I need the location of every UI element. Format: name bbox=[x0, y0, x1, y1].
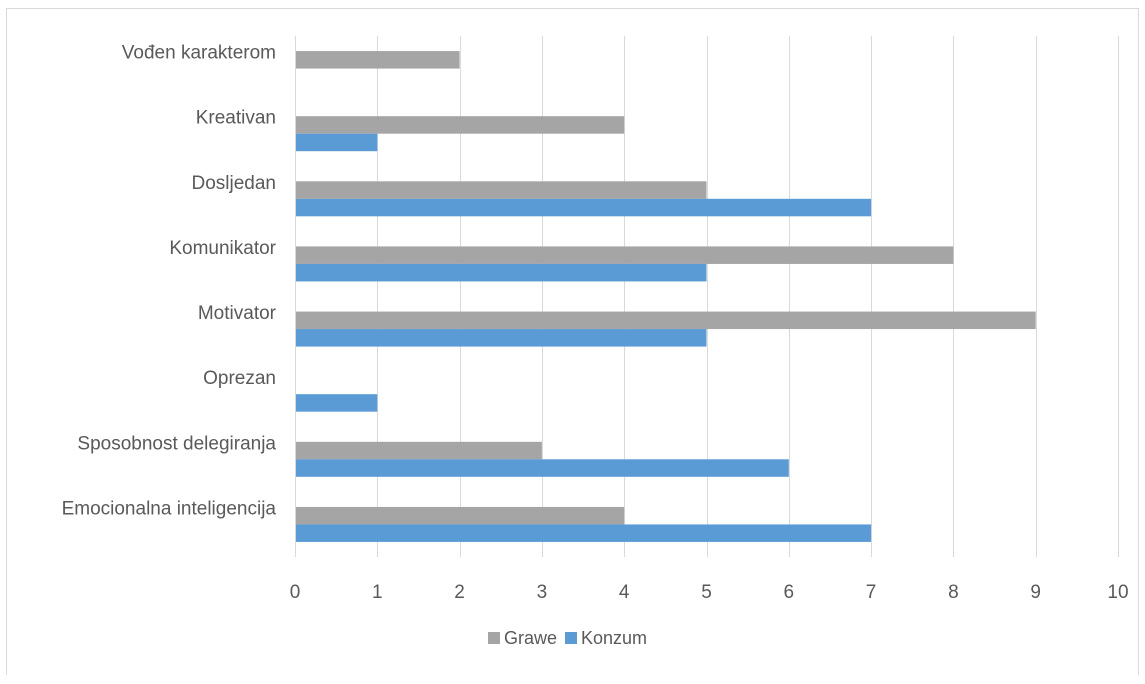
bar-grawe-4 bbox=[296, 311, 1036, 330]
legend-label-konzum: Konzum bbox=[581, 628, 647, 648]
x-tick-label: 6 bbox=[784, 582, 795, 603]
bar-konzum-4 bbox=[296, 329, 707, 347]
x-tick-label: 9 bbox=[1030, 582, 1041, 603]
bar-konzum-3 bbox=[296, 263, 707, 282]
bar-grawe-0 bbox=[296, 51, 460, 69]
x-tick-label: 0 bbox=[290, 582, 301, 603]
bar-konzum-6 bbox=[296, 459, 789, 477]
bar-konzum-1 bbox=[296, 133, 378, 152]
bar-chart: Vođen karakterom Kreativan Dosljedan Komuni… bbox=[62, 36, 1129, 648]
legend-swatch-konzum bbox=[565, 632, 577, 644]
category-labels: Vođen karakterom Kreativan Dosljedan Komuni… bbox=[62, 43, 277, 520]
x-tick-label: 5 bbox=[701, 582, 712, 603]
bar-konzum-5 bbox=[296, 394, 378, 412]
category-label: Vođen karakterom bbox=[122, 43, 276, 64]
category-label: Sposobnost delegiranja bbox=[77, 433, 276, 454]
chart-area: Vođen karakterom Kreativan Dosljedan Komuni… bbox=[6, 8, 1139, 675]
bar-konzum-2 bbox=[296, 198, 872, 217]
category-label: Kreativan bbox=[196, 108, 276, 129]
x-tick-label: 1 bbox=[372, 582, 383, 603]
legend-label-grawe: Grawe bbox=[504, 628, 557, 648]
bar-grawe-6 bbox=[296, 441, 542, 460]
x-tick-label: 3 bbox=[537, 582, 548, 603]
bar-grawe-7 bbox=[296, 506, 625, 525]
x-tick-label: 10 bbox=[1107, 582, 1128, 603]
bar-konzum-7 bbox=[296, 524, 872, 542]
bar-grawe-2 bbox=[296, 181, 707, 199]
category-label: Motivator bbox=[198, 303, 277, 324]
x-tick-labels: 0 1 2 3 4 5 6 7 8 9 10 bbox=[290, 582, 1129, 603]
legend-swatch-grawe bbox=[488, 632, 500, 644]
bar-grawe-3 bbox=[296, 246, 954, 264]
category-label: Dosljedan bbox=[192, 173, 277, 194]
category-label: Oprezan bbox=[203, 368, 276, 389]
gridlines bbox=[295, 36, 1119, 557]
x-tick-label: 2 bbox=[454, 582, 465, 603]
bar-grawe-1 bbox=[296, 116, 625, 134]
category-label: Komunikator bbox=[169, 238, 276, 259]
x-tick-label: 7 bbox=[866, 582, 877, 603]
legend: Grawe Konzum bbox=[488, 628, 647, 648]
x-tick-label: 4 bbox=[619, 582, 630, 603]
x-tick-label: 8 bbox=[948, 582, 959, 603]
category-label: Emocionalna inteligencija bbox=[62, 498, 277, 519]
bars bbox=[296, 51, 1036, 542]
